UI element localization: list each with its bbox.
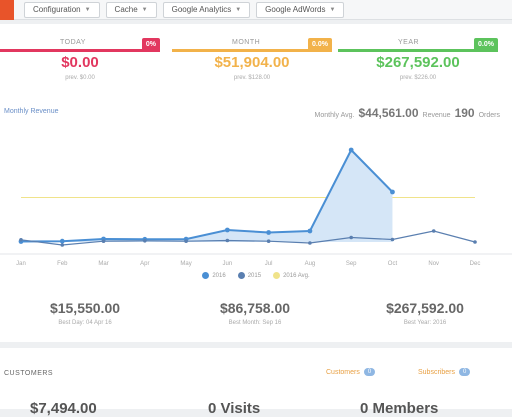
kpi-month: MONTH 0.0% $51,904.00 prev. $128.00 [172,38,332,92]
stat-best-month: $86,758.00 Best Month: Sep 16 [219,300,291,326]
x-tick-label: Mar [98,261,108,267]
x-tick-label: Jun [223,261,233,267]
data-point-2015 [225,238,230,243]
series-line-2015 [20,230,476,246]
x-tick-label: May [180,261,191,267]
data-point-2015 [184,239,188,243]
data-point-2015 [266,239,271,243]
legend-item[interactable]: 2015 [237,272,261,279]
subscribers-pill[interactable]: Subscribers 0 [418,368,471,376]
data-point-2016 [390,189,395,195]
series-line-2016 [20,148,394,243]
kpi-badge: 0.0% [308,38,332,51]
menu-configuration[interactable]: Configuration ▼ [24,1,100,18]
menu-google-adwords[interactable]: Google AdWords ▼ [256,1,345,18]
kpi-today: TODAY 0% $0.00 prev. $0.00 [0,38,160,92]
data-point-2015 [308,241,312,245]
chevron-down-icon: ▼ [235,6,242,13]
x-tick-label: Jan [16,261,26,267]
x-tick-label: Dec [470,261,481,267]
x-tick-label: Oct [388,261,398,267]
x-tick-label: Sep [346,261,357,267]
menu-google-analytics[interactable]: Google Analytics ▼ [162,1,251,18]
kpi-bar [338,49,498,52]
data-point-2015 [349,235,353,240]
chevron-down-icon: ▼ [84,6,91,13]
data-point-2016 [266,230,272,235]
kpi-year: YEAR 0.0% $267,592.00 prev. $226.00 [338,38,498,92]
data-point-2015 [390,237,395,242]
customers-panel: CUSTOMERS Customers 0 Subscribers 0 $7,494… [0,348,512,417]
revenue-line-chart: Jan Feb Mar Apr May Jun Jul Aug Sep Oct Nov Dec [0,147,512,267]
kpi-value: $51,904.00 [214,54,290,71]
x-tick-label: Aug [305,261,316,267]
dashboard-panel: TODAY 0% $0.00 prev. $0.00 MONTH 0.0% $5… [0,24,512,342]
series-area-2016 [21,150,393,242]
customers-pill[interactable]: Customers 0 [326,368,376,376]
legend-item[interactable]: 2016 [202,272,226,279]
kpi-sub: prev. $0.00 [65,75,95,81]
data-point-2016 [59,238,65,244]
data-point-2015 [19,238,23,242]
app-logo [0,0,14,20]
chart-legend: 2016 2015 2016 Avg. [0,272,512,279]
data-point-2015 [101,239,106,243]
kpi-badge: 0% [141,38,160,51]
data-point-2015 [431,229,436,233]
kpi-bar [172,49,332,52]
chevron-down-icon: ▼ [329,6,336,13]
data-point-2015 [143,239,147,243]
kpi-sub: prev. $226.00 [399,75,437,81]
chart-heading: Monthly Revenue [4,108,59,115]
section-title: CUSTOMERS [4,370,54,377]
data-point-2015 [60,243,65,247]
chart-meta: Monthly Avg. $44,561.00 Revenue 190 Orde… [314,106,500,120]
legend-item[interactable]: 2016 Avg. [273,272,310,279]
menu-cache[interactable]: Cache ▼ [105,1,157,18]
x-tick-label: Nov [428,261,439,267]
chevron-down-icon: ▼ [141,6,148,13]
data-point-2016 [224,227,230,233]
data-point-2016 [348,147,354,153]
x-tick-label: Jul [265,261,273,267]
stat-best-day: $15,550.00 Best Day: 04 Apr 16 [49,300,121,326]
kpi-value: $0.00 [61,54,99,71]
top-toolbar: Configuration ▼ Cache ▼ Google Analytics ▼ … [0,0,512,20]
stat-best-year: $267,592.00 Best Year: 2016 [386,300,464,326]
x-tick-label: Apr [140,261,149,267]
kpi-bar [0,49,160,52]
data-point-2015 [473,240,477,244]
kpi-badge: 0.0% [474,38,498,51]
kpi-value: $267,592.00 [376,54,460,71]
kpi-sub: prev. $128.00 [233,75,271,81]
x-tick-label: Feb [57,261,68,267]
data-point-2016 [307,228,313,234]
